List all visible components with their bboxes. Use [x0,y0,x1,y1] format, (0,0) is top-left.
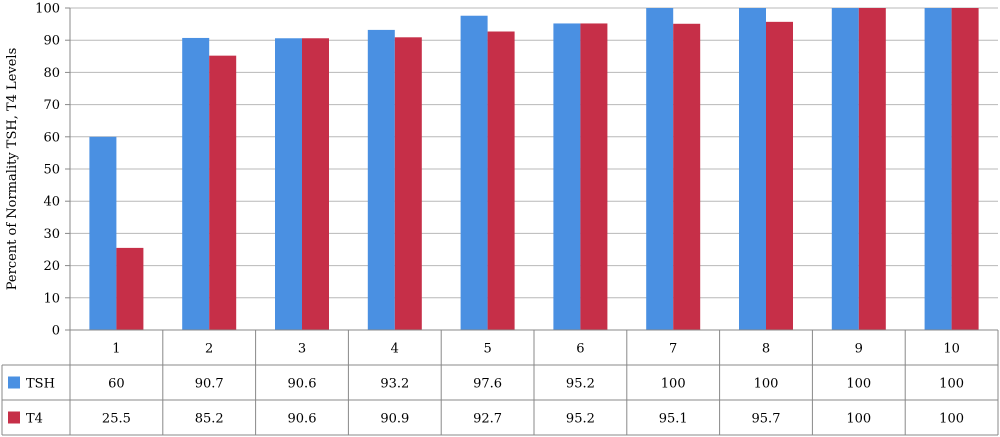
data-label-t4: 92.7 [473,412,502,427]
category-label: 10 [943,342,960,357]
category-label: 5 [483,342,491,357]
bar-tsh [739,8,766,330]
bar-tsh [924,8,952,330]
data-label-t4: 90.9 [380,412,409,427]
y-tick-label: 10 [43,291,60,306]
bar-t4 [209,55,237,330]
bar-t4 [116,247,144,330]
bar-t4 [487,31,515,330]
data-label-tsh: 90.7 [195,377,224,392]
y-tick-label: 60 [43,130,60,145]
bar-t4 [951,8,979,330]
data-table: 1 2 3 4 5 6 7 8 9 10 TSH 60 90.7 90.6 93.2 97.6 95.2 100 1… [1,330,999,436]
category-label: 4 [391,342,399,357]
legend-swatch-tsh [8,376,20,389]
y-tick-label: 40 [43,195,60,210]
data-label-tsh: 100 [939,377,964,392]
y-tick-labels: 0 10 20 30 40 50 60 70 80 90 100 [35,2,60,339]
category-label: 9 [855,342,863,357]
data-label-t4: 100 [846,412,871,427]
data-label-t4: 100 [939,412,964,427]
bar-t4 [394,37,422,330]
data-label-t4: 25.5 [102,412,131,427]
legend-label-t4: T4 [26,412,43,427]
data-label-tsh: 97.6 [473,377,502,392]
legend-swatch-t4 [8,411,20,424]
bar-t4 [673,23,701,330]
bar-t4 [858,8,886,330]
y-tick-label: 20 [43,259,60,274]
bar-tsh [646,8,674,330]
bar-t4 [302,38,329,330]
data-label-t4: 95.2 [566,412,595,427]
data-label-tsh: 100 [754,377,779,392]
y-tick-label: 100 [35,2,60,17]
bar-tsh [182,37,210,331]
y-tick-label: 90 [43,34,60,49]
bar-tsh [460,15,488,331]
data-label-t4: 95.1 [659,412,688,427]
data-label-tsh: 93.2 [380,377,409,392]
data-label-tsh: 95.2 [566,377,595,392]
y-tick-label: 80 [43,66,60,81]
bar-tsh [89,136,117,330]
y-tick-label: 50 [43,163,60,178]
data-label-tsh: 100 [846,377,871,392]
y-tick-label: 30 [43,227,60,242]
data-label-tsh: 60 [108,377,125,392]
category-label: 8 [762,342,770,357]
category-label: 1 [112,342,120,357]
bar-t4 [766,21,793,330]
bars [89,8,979,331]
y-tick-label: 70 [43,98,60,113]
data-label-t4: 95.7 [752,412,781,427]
bar-tsh [275,38,302,330]
data-label-t4: 85.2 [195,412,224,427]
category-label: 6 [576,342,584,357]
bar-tsh [367,29,395,331]
bar-tsh [553,23,581,331]
y-tick-label: 0 [52,324,60,339]
data-label-tsh: 90.6 [288,377,317,392]
bar-tsh [831,8,859,330]
category-label: 3 [298,342,306,357]
category-label: 7 [669,342,677,357]
y-axis-label: Percent of Normality TSH, T4 Levels [5,48,20,291]
bar-t4 [580,23,608,331]
data-label-tsh: 100 [661,377,686,392]
legend-label-tsh: TSH [26,377,55,392]
data-label-t4: 90.6 [288,412,317,427]
category-label: 2 [205,342,213,357]
